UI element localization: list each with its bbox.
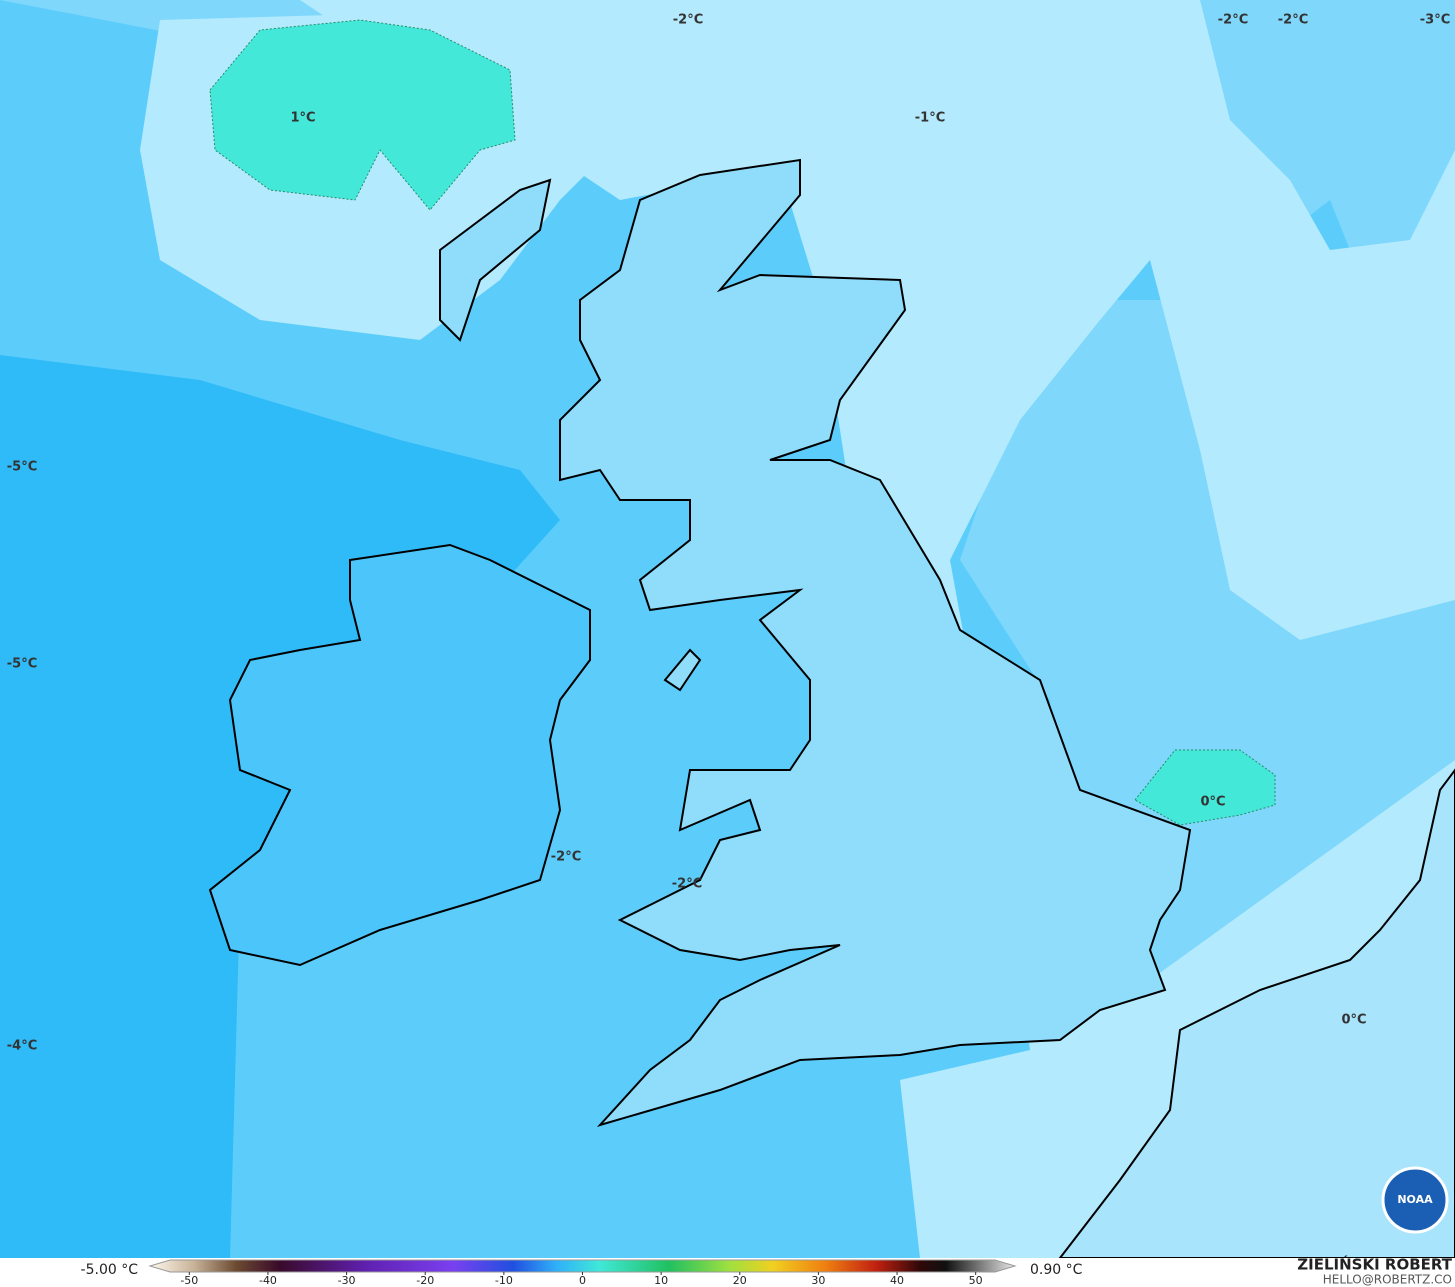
colorbar-tick-label: 30: [811, 1274, 825, 1287]
email: HELLO@ROBERTZ.CO: [1323, 1273, 1452, 1287]
contour-label: 1°C: [290, 111, 315, 126]
logo-text: NOAA: [1397, 1193, 1433, 1206]
map: NOAA: [0, 0, 1455, 1259]
colorbar-tick-label: -10: [495, 1274, 513, 1287]
colorbar-tick-label: 40: [890, 1274, 904, 1287]
contour-label: -2°C: [673, 13, 703, 28]
ireland: [208, 543, 591, 967]
hebrides: [439, 178, 552, 342]
colorbar-tick-label: -50: [180, 1274, 198, 1287]
contour-label: -4°C: [7, 1039, 37, 1054]
colorbar-max: 0.90 °C: [1030, 1262, 1083, 1278]
contour-label: -2°C: [1278, 13, 1308, 28]
contour-label: -5°C: [7, 657, 37, 672]
contour-label: -2°C: [551, 850, 581, 865]
author: ZIELIŃSKI ROBERT: [1297, 1255, 1452, 1274]
colorbar: [148, 1259, 1017, 1273]
great-britain: [559, 158, 1192, 1127]
contour-labels: -2°C -2°C -2°C -3°C 1°C -1°C -5°C -5°C -2°C -2°C 0…: [7, 13, 1450, 1054]
region-teal: [1134, 749, 1276, 826]
colorbar-ticks: -50 -40 -30 -20 -10 0 10 20 30 40 50: [180, 1272, 983, 1287]
contour-label: 0°C: [1341, 1013, 1366, 1028]
region-warm: [0, 0, 1455, 1258]
colorbar-tick-label: -30: [338, 1274, 356, 1287]
colorbar-tick-label: 0: [579, 1274, 586, 1287]
colorbar-min: -5.00 °C: [81, 1262, 139, 1278]
isle-of-man: [663, 648, 702, 692]
region-teal: [209, 19, 516, 211]
colorbar-tick-label: 20: [733, 1274, 747, 1287]
contour-label: -2°C: [1218, 13, 1248, 28]
contour-label: -3°C: [1420, 13, 1450, 28]
colorbar-tick-label: -40: [259, 1274, 277, 1287]
contour-label: -1°C: [915, 111, 945, 126]
contour-label: -5°C: [7, 460, 37, 475]
logo: [1381, 1166, 1449, 1234]
colorbar-tick-label: 50: [969, 1274, 983, 1287]
contour-label: -2°C: [672, 877, 702, 892]
continent: [1057, 768, 1455, 1259]
colorbar-tick-label: -20: [416, 1274, 434, 1287]
colorbar-tick-label: 10: [654, 1274, 668, 1287]
contour-label: 0°C: [1200, 795, 1225, 810]
